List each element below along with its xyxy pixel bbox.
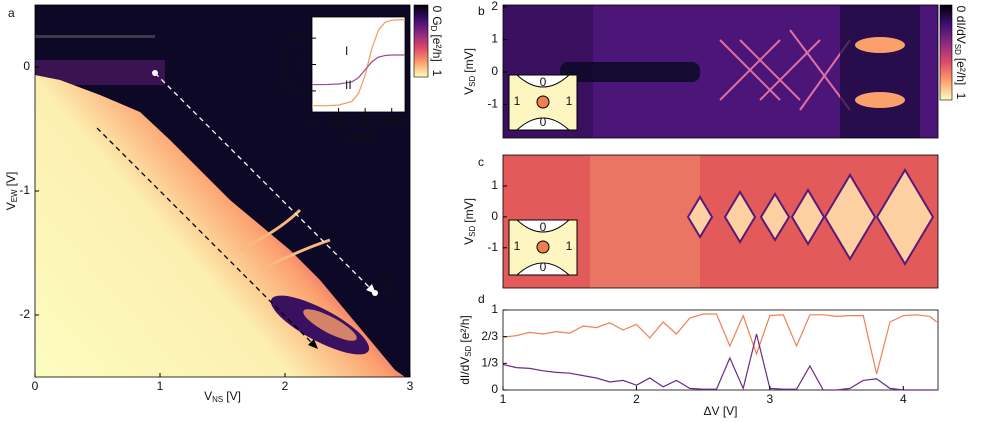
y-axis-label-sub: SD: [468, 76, 477, 87]
colorbar: [413, 4, 429, 78]
plot-frame: [502, 309, 939, 391]
line: [312, 54, 405, 86]
schematic-b: [508, 74, 578, 131]
colorbar-label: dI/dVSD [e²/h]: [953, 16, 968, 86]
x-axis-label-unit: [V]: [226, 389, 241, 403]
y-tick-label: 1: [491, 32, 498, 46]
colorbar-tick-label: 1: [430, 70, 444, 77]
schematic-label: 0: [540, 75, 547, 89]
colorbar-label-main: G: [430, 16, 444, 25]
x-tick-label: 0: [32, 379, 39, 393]
line: [502, 333, 937, 391]
y-axis-label-main: dI/dV: [458, 357, 472, 385]
y-axis-label: VSD [mV]: [462, 198, 477, 245]
x-axis-label: x [nm]: [342, 130, 375, 144]
colorbar-label-unit: [e²/h]: [954, 58, 968, 85]
y-axis-label-sub: SD: [468, 226, 477, 237]
x-tick-label: 2: [282, 379, 289, 393]
line: [312, 19, 406, 107]
y-tick-label: 0: [491, 209, 498, 223]
x-tick-label: 4: [900, 392, 907, 406]
y-axis-label-unit: [V]: [4, 172, 18, 187]
y-tick-label: -2: [19, 307, 30, 321]
y-tick-label: 0: [491, 382, 498, 396]
schematic-label: 0: [540, 115, 547, 129]
x-axis-label: VNS [V]: [204, 389, 241, 404]
y-tick-label: -0.5: [286, 83, 307, 97]
x-tick-label: 3: [767, 392, 774, 406]
x-axis-label-main: V: [204, 389, 212, 403]
schematic-label: 1: [514, 239, 521, 253]
y-tick-label: 1: [491, 178, 498, 192]
y-axis-label-main: φ: [276, 75, 290, 83]
colorbar-label-unit: [e²/h]: [430, 34, 444, 61]
y-axis-label-sub: ext: [282, 63, 291, 74]
y-axis-label-unit: [e²/h]: [458, 315, 472, 342]
colorbar-label-sub: D: [429, 26, 438, 32]
schematic-label: 1: [566, 94, 573, 108]
y-tick-label: 2: [491, 0, 498, 13]
annotation: I: [165, 60, 168, 74]
schematic-c: [508, 219, 578, 276]
y-axis-label: VEW [V]: [4, 172, 19, 211]
y-axis-label-main: V: [462, 87, 476, 95]
heatmap-b: [503, 5, 938, 138]
panel-label: c: [478, 155, 484, 169]
colorbar: [939, 4, 953, 101]
y-axis-label: φext [V]: [276, 46, 291, 82]
annotation: II: [383, 279, 390, 293]
panel-label: d: [478, 292, 485, 306]
x-tick-label: 2: [633, 392, 640, 406]
annotation: I: [345, 44, 348, 58]
y-tick-label: 0: [491, 64, 498, 78]
schematic-label: 1: [566, 239, 573, 253]
colorbar-tick-label: 0: [954, 6, 968, 13]
y-tick-label: -1: [487, 240, 498, 254]
y-axis-label-unit: [mV]: [462, 198, 476, 223]
y-axis-label-main: V: [462, 237, 476, 245]
colorbar-tick-label: 0: [430, 6, 444, 13]
x-tick-label: 600: [382, 114, 402, 128]
y-tick-label: 1/3: [481, 356, 498, 370]
annotation: II: [345, 78, 352, 92]
colorbar-label: GD [e²/h]: [429, 16, 444, 61]
inset-background: [312, 17, 405, 112]
x-tick-label: 400: [355, 114, 375, 128]
plot-frame: [502, 154, 939, 289]
y-tick-label: 2/3: [481, 329, 498, 343]
y-axis-label-unit: [mV]: [462, 48, 476, 73]
y-axis-label-sub: SD: [464, 345, 473, 356]
y-axis-label: VSD [mV]: [462, 48, 477, 95]
colorbar-tick-label: 1: [954, 93, 968, 100]
x-axis-label: ΔV [V]: [703, 404, 737, 418]
y-axis-label-main: V: [4, 202, 18, 210]
x-tick-label: 0: [309, 114, 316, 128]
y-tick-label: 0: [300, 57, 307, 71]
y-axis-label-sub: EW: [10, 189, 19, 202]
x-tick-label: 3: [407, 379, 414, 393]
x-tick-label: 1: [157, 379, 164, 393]
panel-label: a: [8, 6, 15, 20]
y-tick-label: 0.5: [290, 30, 307, 44]
y-tick-label: 0: [23, 59, 30, 73]
colorbar-label-sub: SD: [953, 44, 962, 55]
y-tick-label: -1: [487, 97, 498, 111]
y-axis-label-unit: [V]: [276, 46, 290, 61]
y-tick-label: -1: [19, 183, 30, 197]
x-axis-label-sub: NS: [212, 395, 223, 404]
y-tick-label: 1: [491, 302, 498, 316]
schematic-label: 1: [514, 94, 521, 108]
colorbar-label-main: dI/dV: [954, 16, 968, 44]
schematic-label: 0: [540, 220, 547, 234]
x-tick-label: 200: [329, 114, 349, 128]
line: [502, 313, 938, 375]
schematic-label: 0: [540, 260, 547, 274]
x-tick-label: 1: [500, 392, 507, 406]
y-axis-label: dI/dVSD [e²/h]: [458, 315, 473, 385]
panel-label: b: [478, 4, 485, 18]
